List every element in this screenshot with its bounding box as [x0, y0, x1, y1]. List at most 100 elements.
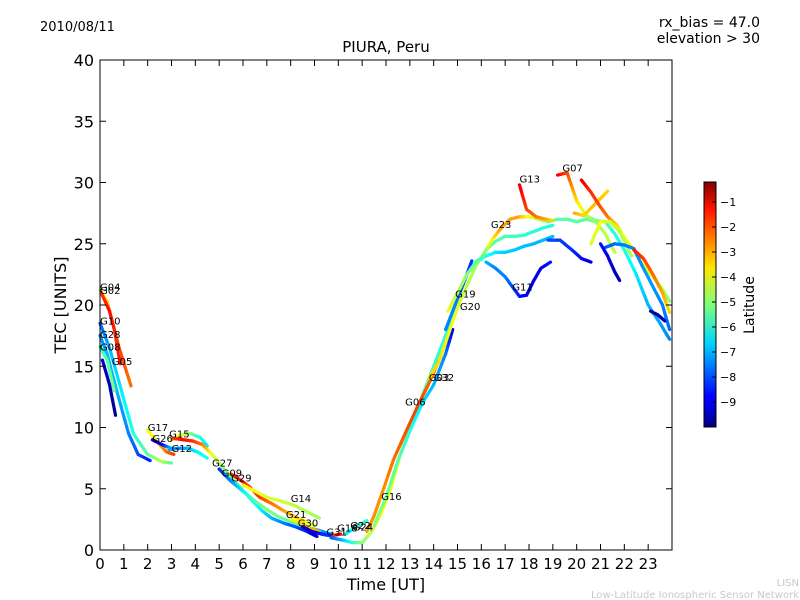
data-segment — [111, 384, 116, 393]
colorbar-tick-label: −5 — [720, 296, 736, 309]
series-g30 — [301, 525, 336, 539]
prn-label-g14: G14 — [291, 494, 311, 505]
colorbar-gradient — [703, 181, 717, 428]
data-segment — [666, 307, 672, 314]
series-g20 — [446, 234, 555, 313]
x-tick-label: 17 — [496, 555, 515, 573]
x-tick-label: 23 — [639, 555, 658, 573]
y-tick-label: 35 — [74, 112, 94, 131]
x-tick-label: 0 — [95, 555, 105, 573]
x-tick-label: 7 — [262, 555, 272, 573]
data-segment — [604, 189, 610, 195]
series-g34 — [632, 248, 672, 314]
colorbar-label: Latitude — [742, 276, 758, 334]
data-segment — [662, 318, 667, 323]
prn-label-g05: G05 — [112, 357, 132, 368]
series-g11 — [484, 260, 553, 298]
prn-label-g13: G13 — [520, 175, 540, 186]
x-tick-label: 1 — [119, 555, 129, 573]
y-tick-label: 0 — [84, 541, 94, 560]
x-tick-label: 22 — [615, 555, 634, 573]
y-ticks: 0 5 10 15 20 25 30 35 40 — [74, 51, 672, 560]
prn-label-g32: G32 — [434, 373, 454, 384]
colorbar-tick-label: −8 — [720, 371, 736, 384]
series-g15 — [169, 432, 209, 448]
x-tick-label: 12 — [376, 555, 395, 573]
rx-bias-label: rx_bias = 47.0 — [659, 15, 760, 31]
data-segment — [611, 247, 617, 254]
y-tick-label: 15 — [74, 357, 94, 376]
colorbar: −9 −8 −7 −6 −5 −4 −3 −2 −1 Latitude — [703, 181, 758, 428]
x-tick-label: 14 — [424, 555, 443, 573]
series-g16 — [365, 354, 443, 534]
series-g06 — [372, 327, 455, 528]
footer-lisn: LISN — [777, 578, 799, 589]
y-tick-label: 30 — [74, 174, 94, 193]
data-segment — [617, 277, 622, 283]
colorbar-tick-label: −6 — [720, 321, 736, 334]
prn-label-g26: G26 — [152, 434, 172, 445]
prn-label-g03: G03 — [429, 373, 449, 384]
series-g35 — [598, 242, 622, 283]
prn-label-g29: G29 — [231, 473, 251, 484]
x-tick-label: 6 — [238, 555, 248, 573]
x-tick-label: 19 — [543, 555, 562, 573]
prn-label-g28: G28 — [100, 330, 120, 341]
y-tick-label: 10 — [74, 419, 94, 438]
series-g25 — [589, 220, 634, 258]
prn-label-g10: G10 — [100, 317, 120, 328]
colorbar-tick-label: −9 — [720, 396, 736, 409]
data-segment — [313, 534, 319, 539]
series-g36 — [648, 309, 667, 323]
prn-label-g19: G19 — [455, 290, 475, 301]
prn-label-g04: G04 — [100, 282, 120, 293]
prn-label-g24: G24 — [353, 522, 373, 533]
data-segment — [204, 442, 209, 448]
series-g08 — [98, 345, 116, 393]
x-axis-label: Time [UT] — [346, 575, 425, 594]
x-tick-label: 13 — [400, 555, 419, 573]
data-segment — [627, 250, 634, 258]
data-segment — [316, 529, 321, 534]
prn-label-g17: G17 — [148, 423, 168, 434]
prn-label-g20: G20 — [460, 302, 480, 313]
plot-background — [100, 60, 672, 550]
prn-label-g31: G31 — [326, 527, 346, 538]
x-tick-label: 20 — [567, 555, 586, 573]
series-g02 — [99, 291, 133, 388]
data-segment — [666, 335, 672, 341]
prn-label-g02: G02 — [100, 286, 120, 297]
x-tick-label: 3 — [167, 555, 177, 573]
y-tick-label: 25 — [74, 235, 94, 254]
prn-label-g09: G09 — [222, 469, 242, 480]
chart-title: PIURA, Peru — [342, 38, 429, 56]
x-tick-label: 8 — [286, 555, 296, 573]
data-segment — [117, 356, 122, 366]
prn-label-g30: G30 — [298, 519, 318, 530]
x-tick-label: 2 — [143, 555, 153, 573]
data-segment — [204, 455, 209, 460]
series-g18 — [343, 518, 369, 536]
data-segment — [547, 260, 553, 265]
prn-label-g06: G06 — [405, 397, 425, 408]
series-g05 — [100, 358, 118, 417]
x-tick-label: 11 — [353, 555, 372, 573]
series-g22 — [546, 238, 593, 264]
prn-label-g08: G08 — [100, 342, 120, 353]
data-segment — [127, 377, 133, 388]
data-segment — [587, 259, 593, 264]
x-tick-label: 18 — [519, 555, 538, 573]
prn-label-g15: G15 — [169, 429, 189, 440]
series-g33 — [603, 242, 672, 332]
data-segment — [112, 408, 118, 417]
x-tick-label: 21 — [591, 555, 610, 573]
y-tick-label: 5 — [84, 480, 94, 499]
colorbar-tick-label: −2 — [720, 221, 736, 234]
series-g14 — [241, 483, 321, 520]
prn-label-g23: G23 — [491, 220, 511, 231]
series-g29 — [229, 472, 317, 528]
series-g12 — [167, 446, 209, 460]
